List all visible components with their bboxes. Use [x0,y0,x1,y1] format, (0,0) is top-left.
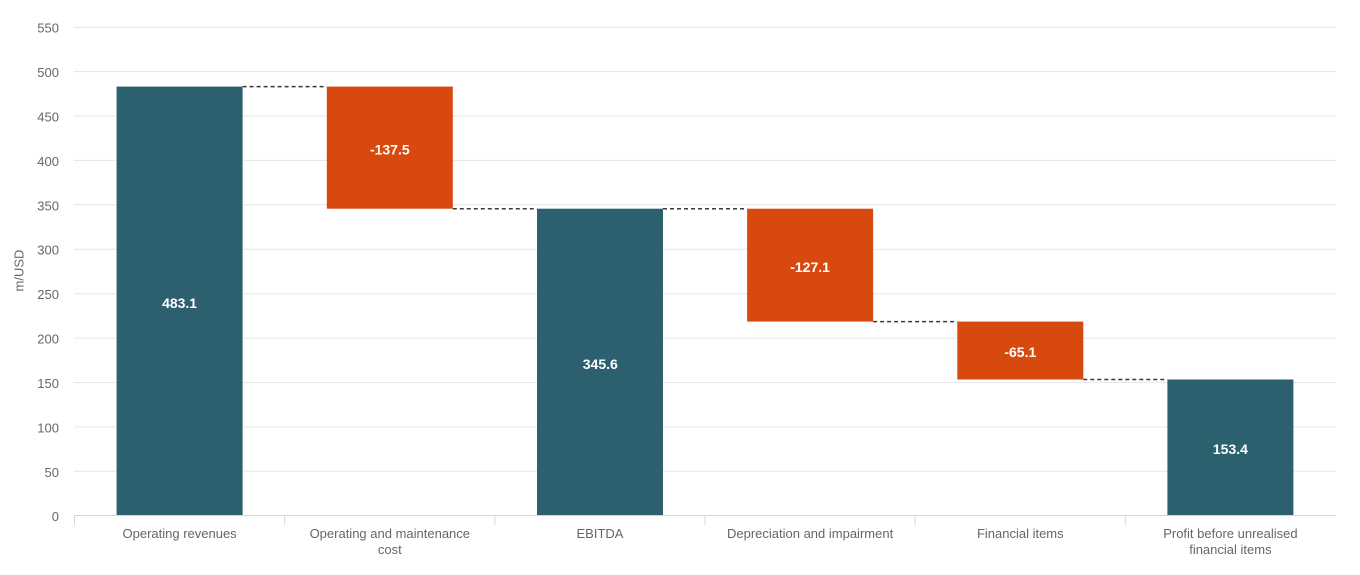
svg-text:50: 50 [45,465,59,480]
svg-text:250: 250 [37,287,59,302]
svg-text:Operating and maintenance: Operating and maintenance [310,526,470,541]
svg-text:345.6: 345.6 [583,356,618,372]
svg-text:Profit before unrealised: Profit before unrealised [1163,526,1297,541]
svg-text:483.1: 483.1 [162,295,197,311]
svg-text:Operating revenues: Operating revenues [123,526,238,541]
svg-text:cost: cost [378,542,402,557]
svg-text:153.4: 153.4 [1213,441,1248,457]
svg-text:200: 200 [37,332,59,347]
svg-text:financial items: financial items [1189,542,1272,557]
svg-text:-137.5: -137.5 [370,142,410,158]
svg-text:-65.1: -65.1 [1004,344,1036,360]
svg-text:-127.1: -127.1 [790,259,830,275]
svg-text:0: 0 [52,509,59,524]
svg-text:500: 500 [37,65,59,80]
svg-text:Depreciation and impairment: Depreciation and impairment [727,526,894,541]
svg-text:450: 450 [37,110,59,125]
svg-text:100: 100 [37,420,59,435]
svg-text:300: 300 [37,243,59,258]
svg-text:EBITDA: EBITDA [577,526,624,541]
svg-text:350: 350 [37,198,59,213]
svg-text:550: 550 [37,21,59,36]
svg-text:150: 150 [37,376,59,391]
svg-text:Financial items: Financial items [977,526,1064,541]
svg-text:m/USD: m/USD [12,250,27,292]
svg-text:400: 400 [37,154,59,169]
